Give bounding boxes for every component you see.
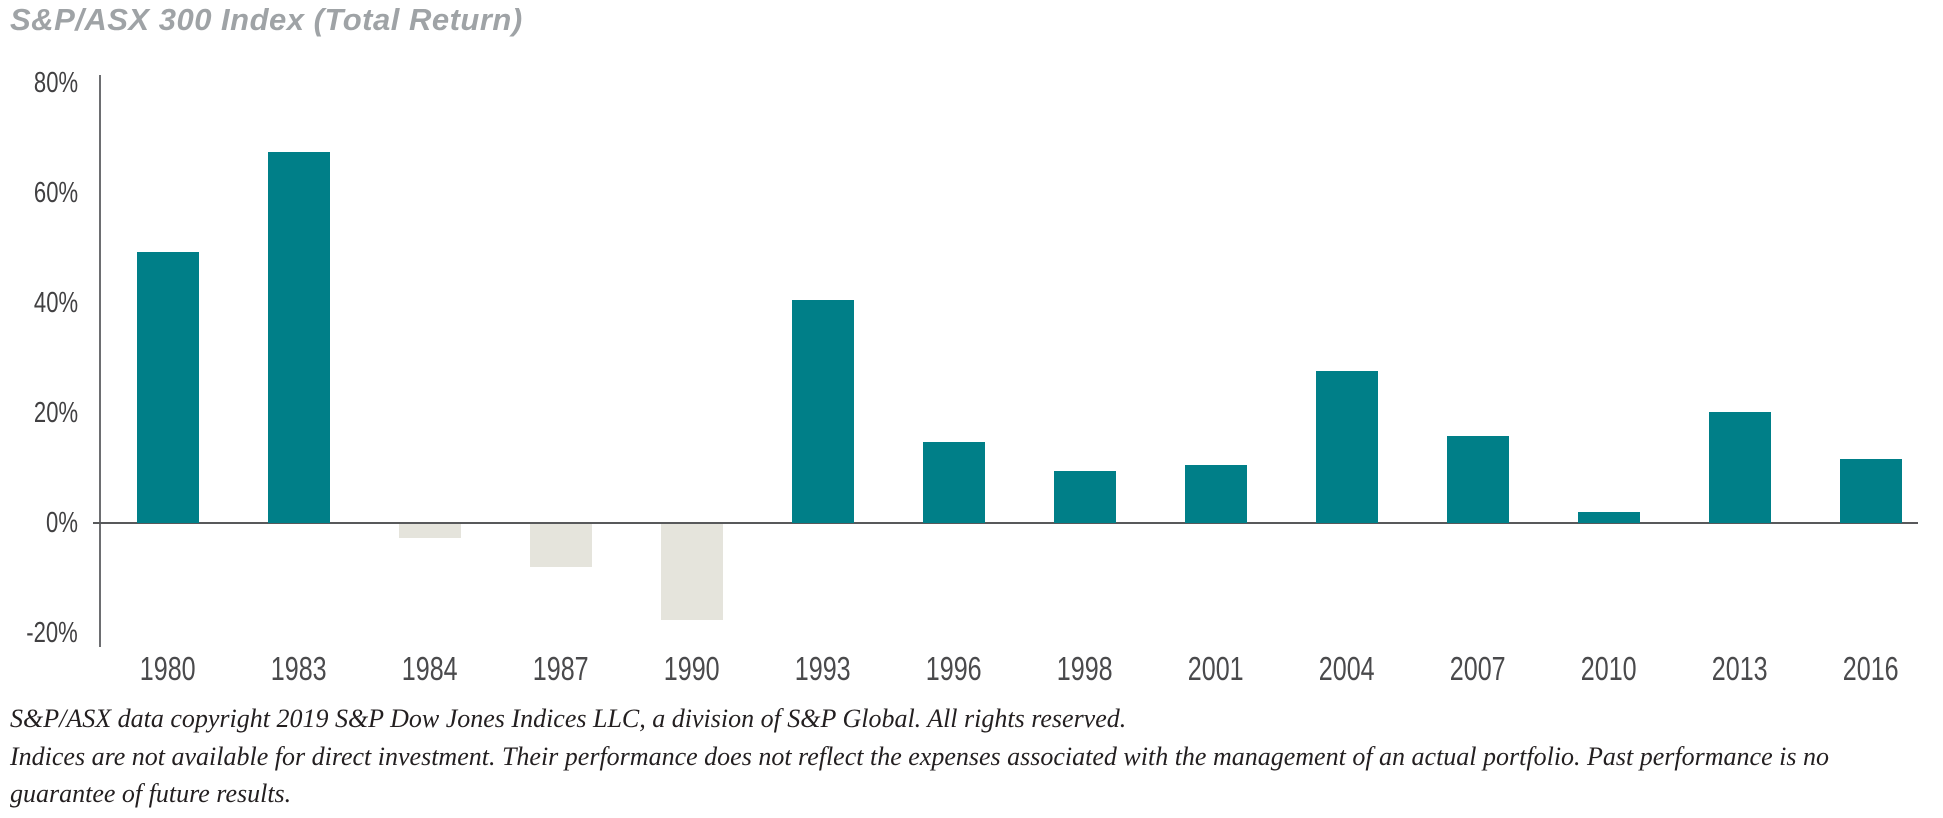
bar-1996	[923, 442, 985, 523]
x-tick-label: 1990	[664, 650, 720, 687]
bar-2001	[1185, 465, 1247, 523]
x-tick-label: 1996	[926, 650, 982, 687]
zero-baseline	[93, 522, 1918, 524]
y-tick-label: 20%	[33, 397, 78, 429]
x-tick-label: 2013	[1712, 650, 1768, 687]
bar-2013	[1709, 411, 1771, 523]
x-tick-label: 2016	[1843, 650, 1899, 687]
plot-area: 1980 1983 1984 1987 1990 1993 1996 1998 2001 2004…	[93, 75, 1918, 687]
y-axis-labels: 80% 60% 40% 20% 0% -20%	[0, 67, 78, 649]
bar-1998	[1054, 470, 1116, 523]
x-tick-label: 1984	[402, 650, 458, 687]
bar-1983	[268, 151, 330, 523]
bar-2010	[1578, 512, 1640, 523]
bar-1984	[399, 524, 461, 538]
y-tick-label: -20%	[26, 617, 78, 649]
footnote-copyright: S&P/ASX data copyright 2019 S&P Dow Jone…	[10, 704, 1127, 733]
footnote: S&P/ASX data copyright 2019 S&P Dow Jone…	[10, 700, 1920, 813]
bar-1980	[137, 251, 199, 523]
y-tick-label: 40%	[33, 287, 78, 319]
bar-2016	[1840, 459, 1902, 523]
x-tick-label: 2004	[1319, 650, 1375, 687]
x-tick-label: 1998	[1057, 650, 1113, 687]
x-tick-label: 1983	[271, 650, 327, 687]
x-tick-label: 1987	[533, 650, 589, 687]
x-tick-label: 2010	[1581, 650, 1637, 687]
y-tick-label: 80%	[33, 67, 78, 99]
bar-1987	[530, 524, 592, 568]
bar-2004	[1316, 370, 1378, 523]
y-axis-line	[99, 75, 101, 647]
bar-1990	[661, 524, 723, 621]
chart-title: S&P/ASX 300 Index (Total Return)	[10, 2, 523, 37]
y-tick-label: 60%	[33, 177, 78, 209]
x-tick-label: 1993	[795, 650, 851, 687]
bar-1993	[792, 300, 854, 523]
footnote-disclaimer: Indices are not available for direct inv…	[10, 741, 1829, 809]
x-tick-label: 2007	[1450, 650, 1506, 687]
bar-2007	[1447, 436, 1509, 523]
x-tick-label: 1980	[140, 650, 196, 687]
y-tick-label: 0%	[46, 507, 78, 539]
x-tick-label: 2001	[1188, 650, 1244, 687]
